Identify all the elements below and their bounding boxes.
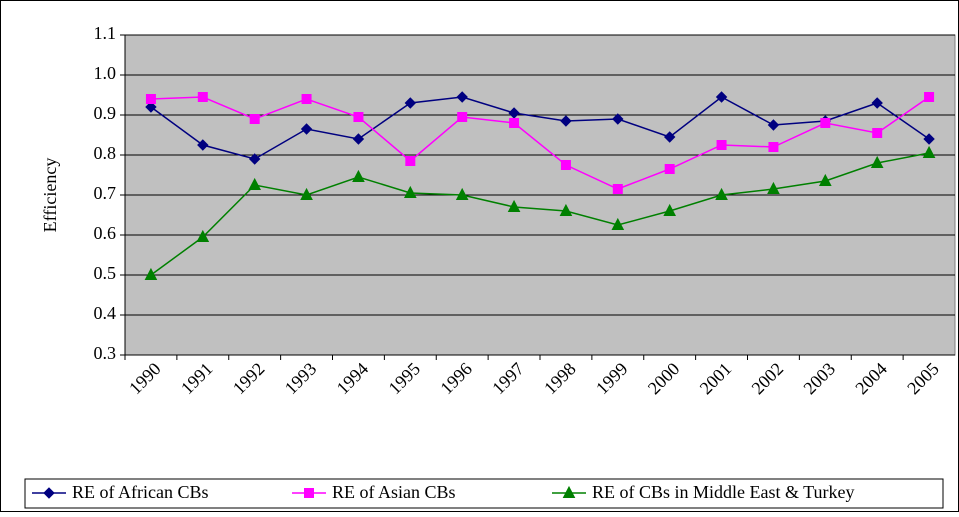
data-point [767, 181, 780, 194]
data-point [922, 145, 936, 158]
data-point [301, 94, 312, 104]
y-tick-label: 1.1 [94, 23, 117, 43]
y-axis-label: Efficiency [40, 158, 60, 233]
data-point [196, 229, 210, 242]
legend-label: RE of Asian CBs [332, 482, 456, 502]
data-point [663, 203, 677, 216]
data-point [145, 101, 157, 113]
data-point [300, 123, 313, 135]
series-line [150, 96, 930, 190]
series-line [150, 152, 930, 276]
data-point [870, 155, 884, 168]
y-tick-label: 0.6 [94, 223, 117, 243]
data-point [352, 169, 365, 182]
y-tick-label: 0.8 [94, 143, 117, 163]
data-point [456, 91, 468, 103]
data-point [871, 97, 883, 109]
series-line [150, 96, 930, 160]
data-point [457, 112, 468, 122]
data-point [249, 114, 260, 124]
data-point [248, 153, 261, 165]
data-point [612, 113, 624, 125]
y-tick-label: 0.4 [94, 303, 117, 323]
data-point [197, 139, 209, 151]
data-point [560, 160, 571, 170]
legend-label: RE of African CBs [72, 482, 209, 502]
data-point [663, 131, 676, 143]
data-point [455, 187, 469, 200]
legend-marker [304, 488, 314, 498]
data-point [612, 184, 623, 194]
data-point [403, 185, 417, 198]
data-point [248, 177, 262, 190]
data-point [872, 128, 883, 138]
data-point [507, 199, 521, 212]
data-point [818, 173, 832, 186]
data-point [715, 91, 728, 103]
data-point [560, 115, 572, 127]
data-point [509, 118, 520, 128]
data-point [144, 267, 158, 280]
data-point [404, 97, 417, 109]
data-point [923, 133, 935, 145]
y-tick-label: 0.5 [94, 263, 117, 283]
data-point [767, 119, 780, 131]
legend-marker [562, 485, 576, 498]
data-point [352, 133, 365, 145]
data-point [353, 112, 364, 122]
data-point [197, 92, 208, 102]
y-tick-label: 1.0 [94, 63, 117, 83]
data-point [716, 140, 727, 150]
data-point [664, 164, 675, 174]
data-point [300, 187, 313, 200]
data-point [559, 203, 573, 216]
data-point [715, 187, 728, 200]
legend-marker [43, 487, 55, 499]
legend [24, 478, 944, 509]
data-point [145, 94, 156, 104]
y-tick-label: 0.9 [94, 103, 117, 123]
data-point [611, 217, 625, 230]
legend-label: RE of CBs in Middle East & Turkey [592, 482, 855, 502]
data-point [924, 92, 935, 102]
y-tick-label: 0.7 [94, 183, 117, 203]
data-point [768, 142, 779, 152]
data-point [405, 156, 416, 166]
y-tick-label: 0.3 [94, 343, 117, 363]
data-point [820, 118, 831, 128]
